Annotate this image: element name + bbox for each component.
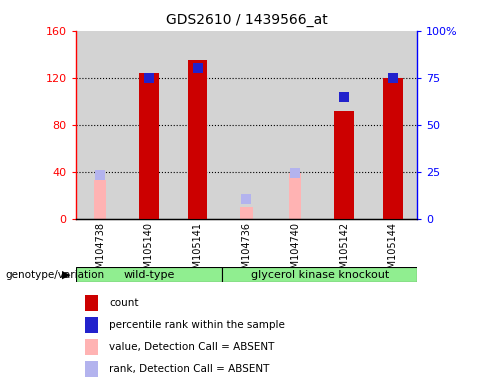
Bar [76, 31, 124, 219]
Point [145, 74, 153, 81]
Title: GDS2610 / 1439566_at: GDS2610 / 1439566_at [165, 13, 327, 27]
Bar [85, 317, 98, 333]
Bar [222, 31, 271, 219]
Text: count: count [109, 298, 139, 308]
Text: rank, Detection Call = ABSENT: rank, Detection Call = ABSENT [109, 364, 269, 374]
Bar [222, 267, 417, 282]
Bar [94, 180, 106, 219]
Bar [85, 295, 98, 311]
Bar [241, 207, 253, 219]
Text: ▶: ▶ [61, 270, 70, 280]
Bar [85, 361, 98, 377]
Bar [383, 78, 403, 219]
Bar [368, 31, 417, 219]
Bar [271, 31, 320, 219]
Bar [334, 111, 354, 219]
Bar [173, 31, 222, 219]
Bar [289, 173, 302, 219]
Bar [85, 339, 98, 355]
Text: glycerol kinase knockout: glycerol kinase knockout [250, 270, 389, 280]
Bar [124, 31, 173, 219]
Text: percentile rank within the sample: percentile rank within the sample [109, 320, 285, 330]
Point [389, 74, 397, 81]
Point [340, 93, 348, 99]
Point [243, 196, 250, 202]
Point [291, 170, 299, 176]
Text: wild-type: wild-type [123, 270, 175, 280]
Text: value, Detection Call = ABSENT: value, Detection Call = ABSENT [109, 342, 275, 352]
Point [96, 172, 104, 179]
Bar [139, 73, 159, 219]
Bar [76, 267, 222, 282]
Bar [320, 31, 368, 219]
Text: genotype/variation: genotype/variation [5, 270, 104, 280]
Point [194, 65, 202, 71]
Bar [188, 60, 207, 219]
